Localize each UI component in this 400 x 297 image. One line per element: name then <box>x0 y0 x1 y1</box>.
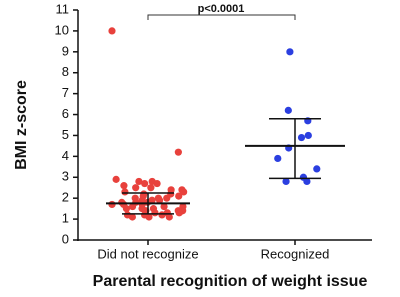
y-tick-label: 10 <box>55 22 69 37</box>
data-point <box>141 179 149 188</box>
data-point <box>286 48 294 56</box>
y-axis-title: BMI z-score <box>13 80 30 170</box>
y-tick-label: 1 <box>62 211 69 226</box>
y-tick-label: 3 <box>62 169 69 184</box>
data-point <box>284 106 292 114</box>
x-tick-label: Recognized <box>261 246 330 261</box>
data-point <box>180 188 188 196</box>
y-tick-label: 2 <box>62 190 69 205</box>
data-point <box>128 202 137 211</box>
x-tick-label: Did not recognize <box>97 246 198 261</box>
data-point <box>108 27 116 35</box>
data-point <box>163 194 171 202</box>
data-point <box>303 177 311 186</box>
data-point <box>155 196 164 204</box>
data-point <box>158 211 166 219</box>
y-tick-label: 7 <box>62 85 69 100</box>
data-point <box>151 209 159 217</box>
data-point <box>297 133 306 142</box>
y-tick-label: 0 <box>62 231 69 246</box>
data-point <box>175 192 183 200</box>
data-point <box>121 188 129 196</box>
data-point <box>145 213 153 221</box>
y-tick-label: 5 <box>62 127 69 142</box>
data-point <box>132 184 140 192</box>
x-axis-title: Parental recognition of weight issue <box>93 273 368 290</box>
y-tick-label: 8 <box>62 64 69 79</box>
data-point <box>313 165 321 173</box>
data-point <box>274 154 282 163</box>
data-point <box>128 213 136 221</box>
data-point <box>153 179 161 188</box>
y-tick-label: 11 <box>56 1 70 16</box>
data-point <box>122 205 131 213</box>
p-value: p<0.0001 <box>198 3 245 15</box>
data-point <box>160 202 168 211</box>
data-point <box>282 177 290 186</box>
data-point <box>135 177 143 186</box>
y-tick-label: 9 <box>62 43 69 58</box>
data-point <box>304 131 312 140</box>
data-point <box>175 209 183 217</box>
data-point <box>147 184 155 192</box>
y-tick-label: 4 <box>62 148 69 163</box>
data-point <box>174 148 182 156</box>
y-tick-label: 6 <box>62 106 69 121</box>
significance-bracket <box>147 14 296 20</box>
data-point <box>165 213 173 221</box>
data-point <box>120 182 128 190</box>
data-point <box>112 175 120 183</box>
data-point <box>108 200 116 209</box>
